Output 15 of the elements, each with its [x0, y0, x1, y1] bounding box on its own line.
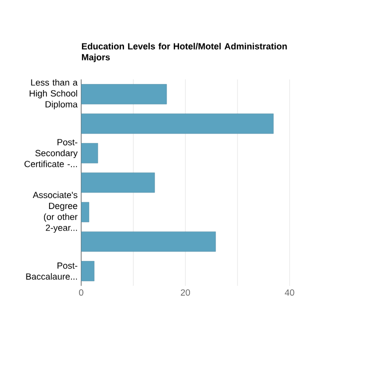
x-tick-label: 0 — [79, 289, 84, 296]
y-tick-label: Less than a High School Diploma — [30, 78, 78, 110]
bar — [81, 84, 167, 104]
x-tick-label: 20 — [180, 289, 190, 296]
y-tick-label: Post-Baccalaure... — [26, 262, 78, 280]
bar — [81, 202, 90, 222]
bar — [81, 260, 94, 282]
y-tick-label: Associate's Degree (or other 2-year... — [32, 191, 78, 233]
chart-title: Education Levels for Hotel/Motel Administration Majors — [82, 42, 287, 62]
bar — [81, 113, 274, 134]
bar — [81, 231, 216, 252]
bar — [81, 142, 98, 164]
bar — [81, 172, 155, 193]
x-tick-label: 40 — [284, 289, 294, 296]
y-tick-label: Post-Secondary Certificate -... — [24, 138, 78, 168]
